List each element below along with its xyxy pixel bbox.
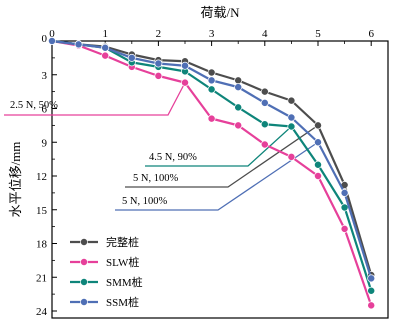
- data-point: [234, 103, 243, 112]
- annotation-label: 5 N, 100%: [133, 173, 178, 184]
- x-tick-label: 3: [209, 28, 215, 40]
- annotation: 5 N, 100%: [125, 124, 319, 188]
- y-tick-label: 15: [36, 205, 48, 217]
- legend-swatch-marker: [80, 238, 88, 246]
- data-point: [181, 61, 189, 70]
- y-tick-label: 3: [42, 70, 48, 82]
- x-tick-label: 0: [49, 28, 55, 40]
- legend-label: SSM桩: [106, 295, 139, 309]
- data-point: [314, 138, 322, 147]
- data-point: [314, 172, 322, 180]
- x-tick-label: 5: [315, 28, 321, 40]
- y-tick-label: 9: [42, 137, 48, 149]
- data-point: [367, 286, 376, 295]
- data-point: [207, 76, 216, 85]
- data-point: [340, 224, 349, 233]
- data-point: [234, 83, 243, 92]
- x-tick-label: 4: [262, 28, 268, 40]
- data-point: [234, 76, 243, 85]
- data-point: [207, 114, 216, 123]
- data-point: [340, 203, 349, 212]
- data-point: [287, 96, 296, 105]
- data-point: [287, 152, 296, 161]
- data-point: [181, 78, 189, 87]
- data-point: [314, 160, 322, 169]
- data-point: [207, 68, 216, 77]
- x-axis-title: 荷载/N: [200, 5, 240, 20]
- annotation: 5 N, 100%: [115, 141, 319, 211]
- data-point: [154, 71, 163, 80]
- data-point: [234, 121, 243, 130]
- data-point: [260, 140, 269, 149]
- annotation: 4.5 N, 90%: [145, 126, 292, 167]
- data-point: [127, 53, 136, 62]
- legend-swatch-marker: [80, 278, 88, 286]
- plot-frame: [51, 40, 389, 319]
- annotation-label: 4.5 N, 90%: [149, 152, 197, 163]
- data-point: [260, 87, 269, 96]
- data-point: [260, 120, 269, 129]
- data-point: [260, 98, 269, 107]
- data-point: [207, 85, 216, 94]
- series-3: [48, 37, 376, 283]
- data-point: [340, 188, 349, 197]
- data-point: [367, 274, 376, 283]
- annotation-label: 5 N, 100%: [122, 196, 167, 207]
- annotation-leader: [4, 82, 186, 116]
- data-point: [287, 122, 296, 131]
- y-tick-label: 24: [36, 306, 48, 318]
- data-point: [154, 59, 163, 68]
- legend-item: SMM桩: [70, 275, 143, 289]
- legend-label: SLW桩: [106, 255, 139, 269]
- legend-swatch-marker: [80, 258, 88, 266]
- data-point: [367, 301, 376, 310]
- data-point: [314, 121, 322, 130]
- data-point: [287, 113, 296, 122]
- y-axis-title: 水平位移/mm: [8, 142, 23, 218]
- annotation-leader: [145, 126, 292, 167]
- annotation-leader: [115, 141, 319, 211]
- legend: 完整桩 SLW桩 SMM桩 SSM桩: [70, 235, 143, 309]
- x-tick-label: 2: [156, 28, 162, 40]
- legend-label: SMM桩: [106, 275, 143, 289]
- origin-label: 0: [42, 33, 48, 45]
- legend-swatch-marker: [80, 298, 88, 306]
- annotation-leader: [125, 124, 319, 188]
- x-tick-label: 6: [368, 28, 374, 40]
- legend-item: SSM桩: [70, 295, 139, 309]
- data-point: [101, 51, 110, 60]
- data-point: [74, 40, 83, 49]
- y-tick-label: 21: [36, 272, 47, 284]
- y-tick-label: 12: [36, 171, 47, 183]
- data-point: [48, 37, 56, 45]
- x-tick-label: 1: [102, 28, 108, 40]
- y-tick-label: 18: [36, 239, 48, 251]
- legend-item: 完整桩: [70, 235, 139, 249]
- annotation: 2.5 N, 50%: [4, 82, 186, 116]
- annotation-label: 2.5 N, 50%: [10, 100, 58, 111]
- y-tick-label: 6: [42, 104, 48, 116]
- data-point: [101, 43, 110, 52]
- legend-item: SLW桩: [70, 255, 139, 269]
- legend-label: 完整桩: [106, 235, 139, 249]
